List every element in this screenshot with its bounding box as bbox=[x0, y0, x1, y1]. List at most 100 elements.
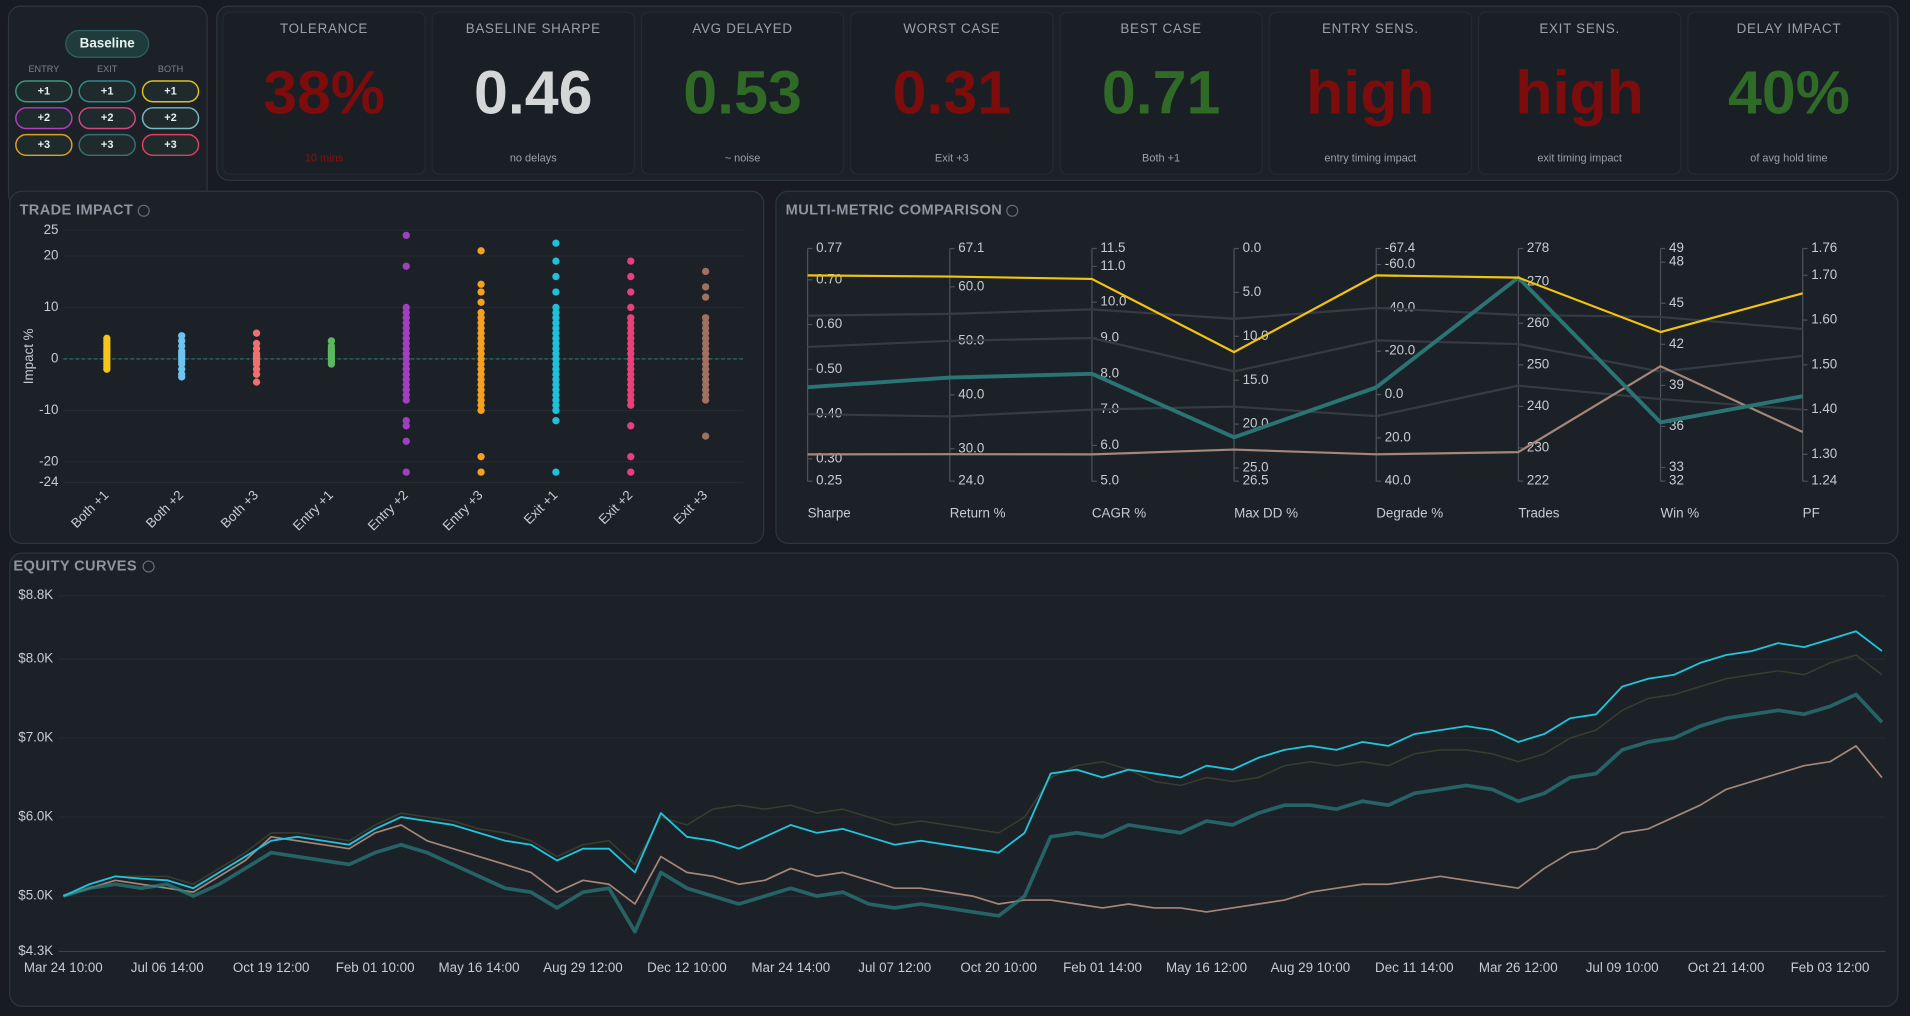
metric-line bbox=[807, 336, 1803, 373]
equity-line bbox=[63, 745, 1883, 913]
impact-dot bbox=[552, 375, 560, 384]
impact-dot bbox=[627, 339, 635, 348]
impact-dot bbox=[477, 350, 485, 358]
impact-dot bbox=[552, 239, 560, 247]
metric-label: TOLERANCE bbox=[280, 21, 368, 36]
impact-dot bbox=[552, 350, 560, 358]
delay-button[interactable] bbox=[78, 80, 136, 103]
info-icons bbox=[137, 204, 1019, 573]
baseline-button[interactable] bbox=[65, 29, 150, 58]
impact-dot bbox=[701, 350, 710, 358]
x-tick-label: May 16 14:00 bbox=[439, 960, 520, 975]
delay-button[interactable] bbox=[141, 107, 200, 130]
axis-tick-label: -67.4 bbox=[1385, 240, 1416, 255]
axis-tick-label: 240 bbox=[1527, 398, 1549, 413]
axis-label: Trades bbox=[1518, 506, 1559, 521]
delay-button-label: +1 bbox=[164, 85, 176, 97]
delay-button-label: +2 bbox=[38, 112, 50, 124]
impact-dot bbox=[552, 355, 560, 363]
impact-dot bbox=[402, 350, 410, 358]
impact-dot bbox=[701, 324, 710, 332]
impact-dot bbox=[178, 342, 186, 350]
info-icon[interactable] bbox=[137, 204, 150, 217]
metric-label: WORST CASE bbox=[903, 21, 1000, 36]
impact-dot bbox=[477, 380, 485, 389]
axis-tick-label: 42 bbox=[1669, 336, 1684, 351]
info-icon[interactable] bbox=[142, 560, 155, 573]
impact-dot bbox=[552, 257, 560, 265]
axis-tick-label: 222 bbox=[1527, 473, 1549, 488]
axis-tick-label: 1.76 bbox=[1811, 240, 1837, 255]
impact-dot bbox=[627, 386, 635, 394]
impact-dot bbox=[402, 334, 410, 342]
impact-dot bbox=[402, 231, 410, 240]
impact-dot bbox=[402, 396, 410, 404]
impact-dot bbox=[252, 344, 261, 353]
column-label: BOTH bbox=[158, 64, 183, 74]
impact-dot bbox=[552, 329, 560, 337]
metric-note: of avg hold time bbox=[1750, 152, 1827, 164]
impact-dot bbox=[402, 355, 410, 363]
delay-button[interactable] bbox=[141, 133, 200, 157]
delay-button[interactable] bbox=[15, 133, 73, 157]
metric-value: 0.31 bbox=[893, 59, 1012, 127]
metric-note: Exit +3 bbox=[935, 152, 969, 164]
delay-button[interactable] bbox=[78, 107, 136, 130]
metric-note: entry timing impact bbox=[1324, 152, 1416, 164]
multi-metric-panel bbox=[775, 190, 1899, 544]
impact-dot bbox=[477, 370, 485, 378]
impact-dot bbox=[402, 365, 410, 373]
impact-dot bbox=[477, 324, 485, 332]
impact-dot bbox=[701, 365, 710, 373]
impact-dot bbox=[552, 380, 560, 389]
y-tick-label: 20 bbox=[44, 248, 59, 263]
impact-dot bbox=[477, 319, 485, 327]
delay-button[interactable] bbox=[15, 80, 73, 103]
axis-tick-label: 11.0 bbox=[1100, 258, 1125, 273]
impact-dot bbox=[477, 406, 485, 415]
impact-dot bbox=[477, 298, 485, 306]
impact-dot bbox=[477, 401, 485, 409]
y-tick-label: $8.8K bbox=[18, 587, 53, 602]
impact-dot bbox=[477, 280, 485, 288]
delay-button[interactable] bbox=[15, 107, 73, 130]
axis-tick-label: 230 bbox=[1527, 439, 1549, 454]
info-icon[interactable] bbox=[1006, 204, 1019, 217]
y-tick-label: -24 bbox=[39, 474, 59, 489]
y-tick-label: 0 bbox=[51, 350, 58, 365]
impact-dot bbox=[327, 337, 336, 345]
axis-tick-label: 260 bbox=[1527, 315, 1549, 330]
axis-label: CAGR % bbox=[1092, 506, 1146, 521]
metric-value: 0.71 bbox=[1102, 59, 1221, 127]
impact-dot bbox=[327, 360, 336, 368]
metric-card bbox=[222, 11, 426, 175]
impact-dot bbox=[477, 334, 485, 342]
axis-tick-label: 0.30 bbox=[816, 450, 842, 465]
y-tick-label: $4.3K bbox=[18, 943, 53, 958]
delay-button-label: +3 bbox=[38, 139, 50, 151]
impact-dot bbox=[552, 360, 560, 368]
axis-label: Degrade % bbox=[1376, 506, 1443, 521]
delay-button[interactable] bbox=[141, 80, 200, 103]
impact-dot bbox=[627, 391, 635, 399]
delay-button[interactable] bbox=[78, 133, 136, 157]
axis-tick-label: 0.70 bbox=[816, 271, 842, 286]
impact-dot bbox=[402, 314, 410, 322]
equity-line bbox=[62, 630, 1883, 897]
impact-dot bbox=[178, 360, 186, 368]
impact-dot bbox=[627, 365, 635, 373]
impact-dot bbox=[701, 386, 710, 394]
metric-label: ENTRY SENS. bbox=[1322, 21, 1419, 36]
impact-dot bbox=[552, 334, 560, 342]
axis-tick-label: 30.0 bbox=[958, 440, 984, 455]
axis-tick-label: 0.77 bbox=[816, 240, 842, 255]
metric-label: BASELINE SHARPE bbox=[466, 21, 601, 36]
panel-title: EQUITY CURVES bbox=[13, 558, 137, 574]
impact-dot bbox=[552, 468, 560, 476]
y-tick-label: 25 bbox=[44, 222, 59, 237]
impact-dot bbox=[402, 329, 410, 337]
x-tick-label: Mar 24 14:00 bbox=[751, 960, 830, 975]
metrics-panel bbox=[216, 5, 1899, 181]
